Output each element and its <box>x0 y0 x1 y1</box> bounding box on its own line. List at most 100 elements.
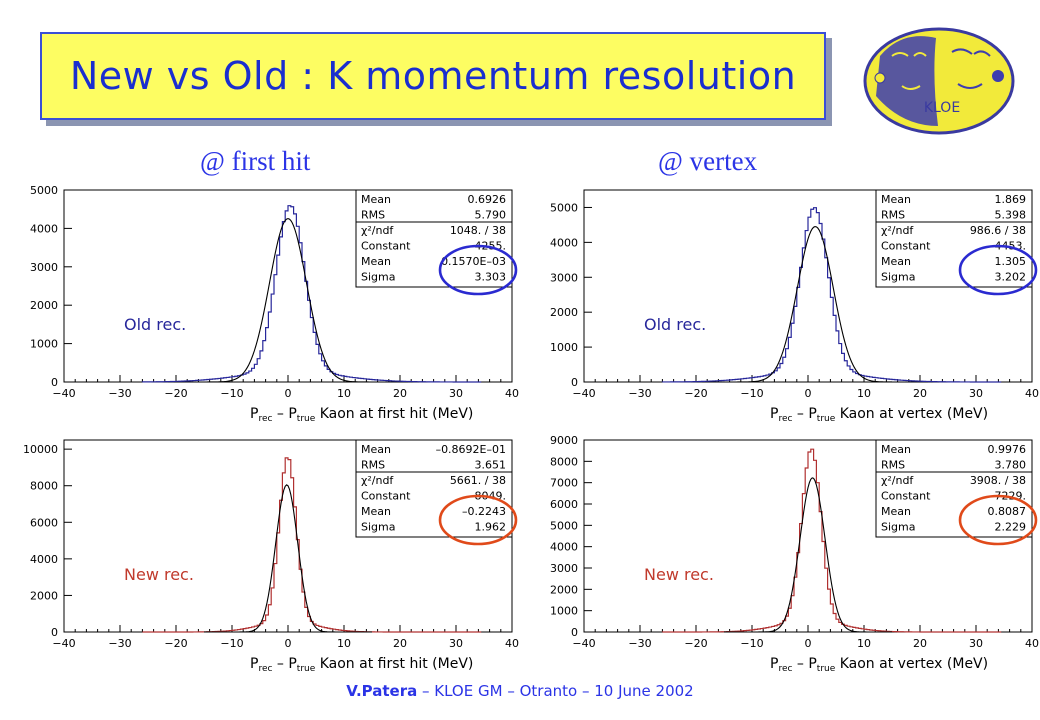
stats-box <box>875 439 1033 538</box>
y-tick-label: 0 <box>571 376 578 389</box>
stats-key: Mean <box>361 505 391 518</box>
x-tick-label: 30 <box>969 387 983 400</box>
histogram-svg: −40 −30 −20 −10 0 10 20 30 40 0 1000 2000 3000 4000 50… <box>550 434 1039 674</box>
stats-value: 1.305 <box>995 255 1027 268</box>
highlight-ellipse <box>438 244 518 296</box>
y-tick-label: 6000 <box>30 516 58 529</box>
stats-key: Constant <box>361 240 411 253</box>
footer-author: V.Patera <box>346 682 418 700</box>
title-box: New vs Old : K momentum resolution <box>40 32 826 120</box>
stats-value: 3.651 <box>475 459 507 472</box>
stats-key: Sigma <box>881 271 915 284</box>
stats-value: 3.303 <box>475 271 507 284</box>
stats-value: 5.790 <box>475 209 507 222</box>
y-tick-label: 1000 <box>30 338 58 351</box>
stats-key: χ²/ndf <box>881 474 914 487</box>
histogram-svg: −40 −30 −20 −10 0 10 20 30 40 0 1000 2000 3000 4000 50… <box>550 189 1039 424</box>
histogram-svg: −40 −30 −20 −10 0 10 20 30 40 0 1000 2000 3000 4000 50… <box>30 184 519 424</box>
stats-key: Constant <box>881 240 931 253</box>
x-tick-label: 10 <box>857 637 871 650</box>
x-tick-label: 10 <box>337 387 351 400</box>
stats-key: RMS <box>881 459 905 472</box>
stats-value: 0.1570E–03 <box>441 255 506 268</box>
x-axis-label: Prec – Ptrue Kaon at first hit (MeV) <box>250 656 473 674</box>
x-tick-label: −30 <box>108 637 131 650</box>
stats-key: Mean <box>361 193 391 206</box>
series-label: Old rec. <box>644 315 706 334</box>
x-tick-label: −30 <box>108 387 131 400</box>
x-tick-label: 10 <box>337 637 351 650</box>
stats-box <box>875 189 1033 288</box>
slide-title: New vs Old : K momentum resolution <box>69 54 797 98</box>
x-axis-label-p1: P <box>250 406 258 422</box>
x-tick-label: 30 <box>449 637 463 650</box>
y-tick-label: 0 <box>51 376 58 389</box>
stats-key: Sigma <box>361 521 395 534</box>
stats-value: 0.6926 <box>468 193 507 206</box>
column-heading-first-hit: @ first hit <box>200 146 311 176</box>
stats-key: RMS <box>361 459 385 472</box>
stats-key: χ²/ndf <box>881 224 914 237</box>
stats-value: –0.8692E–01 <box>436 443 506 456</box>
y-tick-label: 3000 <box>550 271 578 284</box>
stats-value: 1048. / 38 <box>450 224 506 237</box>
stats-value: 986.6 / 38 <box>970 224 1026 237</box>
x-tick-label: 0 <box>285 637 292 650</box>
x-tick-label: 0 <box>805 387 812 400</box>
stats-key: Mean <box>881 193 911 206</box>
series-label: Old rec. <box>124 315 186 334</box>
x-tick-label: −20 <box>684 637 707 650</box>
y-tick-label: 4000 <box>550 541 578 554</box>
x-axis-label-p1: P <box>770 656 778 672</box>
y-tick-label: 7000 <box>550 477 578 490</box>
y-tick-label: 6000 <box>550 498 578 511</box>
stats-key: Constant <box>881 490 931 503</box>
highlight-ellipse <box>438 494 518 546</box>
stats-value: 5.398 <box>995 209 1027 222</box>
y-tick-label: 0 <box>571 626 578 639</box>
y-tick-label: 8000 <box>30 480 58 493</box>
y-tick-label: 2000 <box>550 306 578 319</box>
y-tick-label: 1000 <box>550 341 578 354</box>
x-tick-label: −10 <box>220 387 243 400</box>
x-axis-label-tail: Kaon at vertex (MeV) <box>835 656 988 672</box>
x-axis-label: Prec – Ptrue Kaon at first hit (MeV) <box>250 406 473 424</box>
y-tick-label: 0 <box>51 626 58 639</box>
x-axis-label-sub2: true <box>297 414 316 424</box>
x-tick-label: −10 <box>220 637 243 650</box>
x-tick-label: −40 <box>572 387 595 400</box>
stats-value: 3.780 <box>995 459 1027 472</box>
highlight-ellipse <box>958 244 1038 296</box>
y-tick-label: 5000 <box>550 519 578 532</box>
y-tick-label: 9000 <box>550 434 578 447</box>
stats-value: 0.9976 <box>988 443 1027 456</box>
x-tick-label: 0 <box>285 387 292 400</box>
stats-key: Sigma <box>361 271 395 284</box>
y-tick-label: 8000 <box>550 455 578 468</box>
x-axis-label-sub2: true <box>817 664 836 674</box>
stats-value: 5661. / 38 <box>450 474 506 487</box>
stats-value: 3908. / 38 <box>970 474 1026 487</box>
x-tick-label: 40 <box>1025 637 1039 650</box>
y-tick-label: 2000 <box>30 299 58 312</box>
x-tick-label: 40 <box>505 637 519 650</box>
x-axis-label-sub2: true <box>817 414 836 424</box>
y-tick-label: 5000 <box>30 184 58 197</box>
x-axis-label-sub1: rec <box>258 414 272 424</box>
x-tick-label: 0 <box>805 637 812 650</box>
stats-key: χ²/ndf <box>361 474 394 487</box>
plot-new-vertex: −40 −30 −20 −10 0 10 20 30 40 0 1000 2000 3000 4000 50… <box>520 432 1040 680</box>
histogram-line <box>141 205 482 383</box>
x-axis-label-tail: Kaon at first hit (MeV) <box>315 406 473 422</box>
x-tick-label: −20 <box>684 387 707 400</box>
stats-key: Sigma <box>881 521 915 534</box>
footer-details: – KLOE GM – Otranto – 10 June 2002 <box>417 682 694 700</box>
stats-box <box>355 439 513 538</box>
stats-key: RMS <box>361 209 385 222</box>
x-axis-label-sub1: rec <box>778 664 792 674</box>
x-axis-label-tail: Kaon at vertex (MeV) <box>835 406 988 422</box>
x-tick-label: 30 <box>969 637 983 650</box>
stats-value: 1.869 <box>995 193 1027 206</box>
y-tick-label: 4000 <box>30 222 58 235</box>
gaussian-fit-line <box>203 218 373 383</box>
